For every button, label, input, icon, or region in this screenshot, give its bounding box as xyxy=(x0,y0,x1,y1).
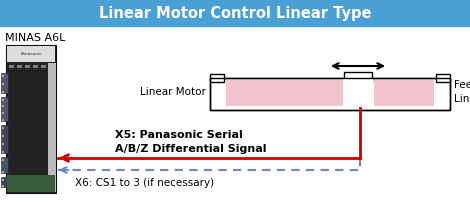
Bar xyxy=(2,179,4,181)
Text: Feedback
Linear Scale: Feedback Linear Scale xyxy=(454,80,470,104)
Text: X5: Panasonic Serial
A/B/Z Differential Signal: X5: Panasonic Serial A/B/Z Differential … xyxy=(115,130,266,154)
Bar xyxy=(2,83,4,85)
Bar xyxy=(17,65,22,68)
Bar xyxy=(6,45,56,193)
Bar xyxy=(48,63,56,192)
Bar xyxy=(2,127,4,129)
Bar xyxy=(2,91,4,93)
Bar xyxy=(2,112,4,114)
Bar xyxy=(33,65,38,68)
Bar xyxy=(1,73,8,93)
Text: MINAS A6L: MINAS A6L xyxy=(5,33,65,43)
Bar xyxy=(2,135,4,137)
Bar xyxy=(210,78,450,110)
Bar xyxy=(25,65,30,68)
Bar xyxy=(41,65,46,68)
Bar xyxy=(2,75,4,77)
Bar xyxy=(2,105,4,107)
Bar xyxy=(7,175,55,192)
Bar xyxy=(7,46,55,62)
Bar xyxy=(210,78,450,110)
Bar xyxy=(1,157,8,173)
Bar xyxy=(2,171,4,173)
Bar xyxy=(2,185,4,187)
Bar xyxy=(436,74,450,82)
Bar xyxy=(1,97,8,121)
Bar xyxy=(2,119,4,121)
Text: Panasonic: Panasonic xyxy=(20,52,42,56)
Bar xyxy=(2,99,4,101)
Bar xyxy=(226,80,344,106)
Bar xyxy=(1,125,8,153)
Bar xyxy=(2,151,4,153)
Bar xyxy=(9,65,14,68)
Bar xyxy=(343,79,373,109)
Bar xyxy=(2,143,4,145)
Bar xyxy=(1,177,8,187)
Bar xyxy=(2,159,4,161)
Bar xyxy=(0,0,470,26)
Bar xyxy=(210,74,224,82)
Bar xyxy=(344,72,372,82)
Text: Linear Motor: Linear Motor xyxy=(140,87,206,97)
Bar xyxy=(374,80,434,106)
Text: Linear Motor Control Linear Type: Linear Motor Control Linear Type xyxy=(99,6,371,21)
Text: X6: CS1 to 3 (if necessary): X6: CS1 to 3 (if necessary) xyxy=(75,178,214,188)
